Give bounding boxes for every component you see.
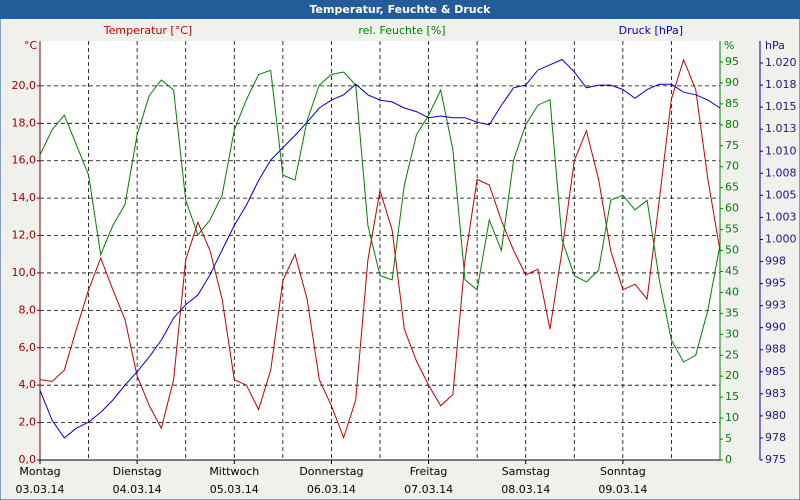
x-tick-date: 06.03.14: [307, 483, 356, 496]
x-tick-date: 08.03.14: [501, 483, 550, 496]
y-tick-label: 10,0: [12, 266, 37, 279]
x-tick-label: Samstag: [502, 465, 550, 478]
y2-tick-label: 10: [725, 411, 739, 424]
y2-tick-label: 0: [725, 453, 732, 466]
y2-tick-label: 70: [725, 160, 739, 173]
y2-tick-label: 40: [725, 285, 739, 298]
y3-tick-label: 1.005: [765, 188, 797, 201]
y3-tick-label: 983: [765, 387, 786, 400]
y-tick-label: 6,0: [19, 341, 37, 354]
plot-area: [40, 41, 720, 460]
x-tick-label: Mittwoch: [209, 465, 259, 478]
title-bar: [0, 0, 800, 19]
y-tick-label: 14,0: [12, 191, 37, 204]
y3-tick-label: 1.008: [765, 166, 797, 179]
y2-tick-label: 45: [725, 264, 739, 277]
chart-title: Temperatur, Feuchte & Druck: [310, 3, 492, 16]
x-tick-label: Dienstag: [113, 465, 162, 478]
y3-tick-label: 985: [765, 365, 786, 378]
y2-tick-label: 30: [725, 327, 739, 340]
y2-tick-label: 60: [725, 202, 739, 215]
x-tick-label: Montag: [19, 465, 60, 478]
y2-tick-label: 65: [725, 181, 739, 194]
x-tick-label: Donnerstag: [299, 465, 363, 478]
x-tick-date: 05.03.14: [210, 483, 259, 496]
y3-tick-label: 980: [765, 409, 786, 422]
y3-tick-label: 1.018: [765, 78, 797, 91]
y2-tick-label: 50: [725, 244, 739, 257]
y3-tick-label: 1.003: [765, 210, 797, 223]
x-tick-label: Freitag: [410, 465, 448, 478]
y2-tick-label: 35: [725, 306, 739, 319]
y3-axis-unit: hPa: [765, 39, 785, 52]
y3-tick-label: 975: [765, 453, 786, 466]
y-tick-label: 2,0: [19, 416, 37, 429]
y3-tick-label: 988: [765, 343, 786, 356]
y-tick-label: 4,0: [19, 378, 37, 391]
x-tick-date: 04.03.14: [113, 483, 162, 496]
y3-tick-label: 1.015: [765, 100, 797, 113]
y3-tick-label: 1.000: [765, 232, 797, 245]
y-axis-unit: °C: [24, 39, 38, 52]
y-tick-label: 20,0: [12, 79, 37, 92]
y2-axis-unit: %: [724, 39, 734, 52]
series-line: [39, 69, 721, 363]
y2-tick-label: 90: [725, 76, 739, 89]
y2-tick-label: 95: [725, 55, 739, 68]
legend-label: Temperatur [°C]: [103, 24, 192, 37]
x-tick-label: Sonntag: [600, 465, 646, 478]
y-tick-label: 18,0: [12, 116, 37, 129]
x-tick-date: 03.03.14: [16, 483, 65, 496]
x-tick-date: 09.03.14: [598, 483, 647, 496]
y-tick-label: 8,0: [19, 303, 37, 316]
y3-tick-label: 993: [765, 299, 786, 312]
legend-label: rel. Feuchte [%]: [358, 24, 445, 37]
y3-tick-label: 998: [765, 255, 786, 268]
x-tick-date: 07.03.14: [404, 483, 453, 496]
legend-label: Druck [hPa]: [619, 24, 683, 37]
y2-tick-label: 85: [725, 97, 739, 110]
y3-tick-label: 1.020: [765, 56, 797, 69]
series-line: [39, 58, 721, 440]
y2-tick-label: 75: [725, 139, 739, 152]
y3-tick-label: 990: [765, 321, 786, 334]
y3-tick-label: 995: [765, 277, 786, 290]
y3-tick-label: 1.013: [765, 122, 797, 135]
y2-tick-label: 15: [725, 390, 739, 403]
y3-tick-label: 1.010: [765, 144, 797, 157]
y2-tick-label: 25: [725, 348, 739, 361]
y3-tick-label: 978: [765, 431, 786, 444]
y-tick-label: 0,0: [19, 453, 37, 466]
y2-tick-label: 20: [725, 369, 739, 382]
y2-tick-label: 5: [725, 432, 732, 445]
series-line: [39, 58, 721, 439]
y-tick-label: 12,0: [12, 229, 37, 242]
y2-tick-label: 55: [725, 223, 739, 236]
y2-tick-label: 80: [725, 118, 739, 131]
y-tick-label: 16,0: [12, 154, 37, 167]
